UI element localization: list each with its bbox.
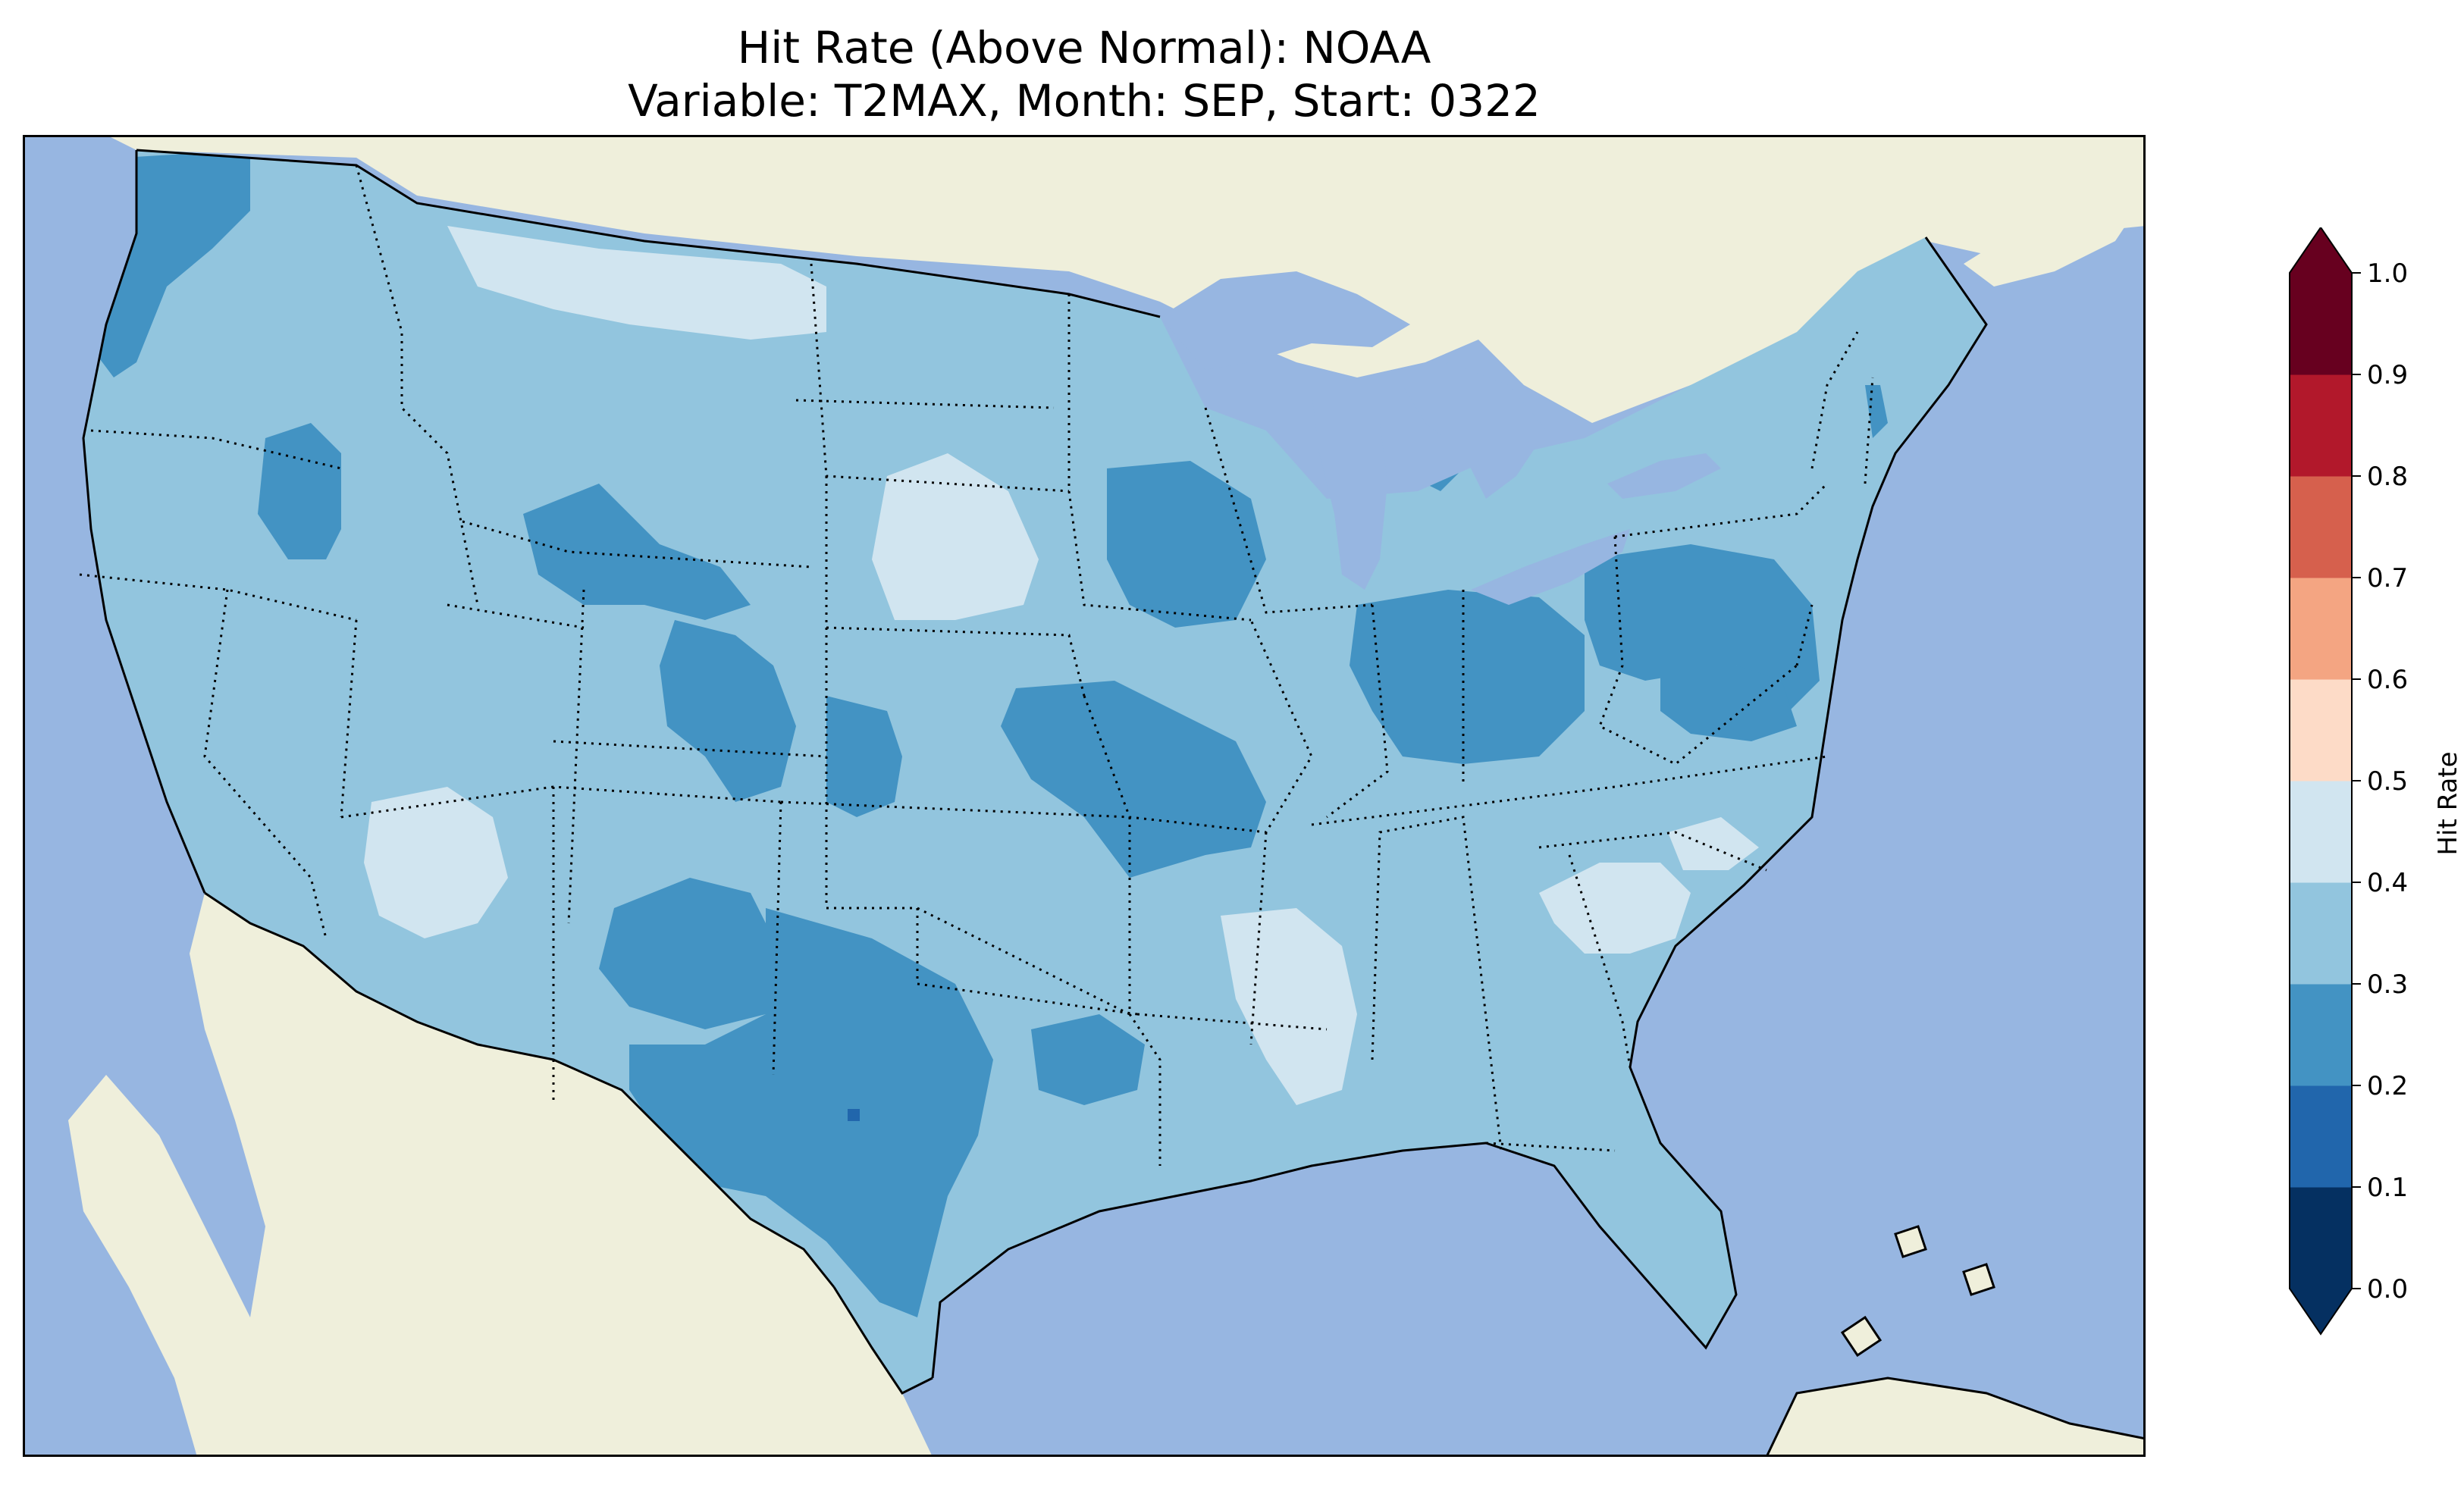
region-carolinas xyxy=(1539,817,1759,954)
colorbar-tick-label: 0.1 xyxy=(2367,1173,2408,1203)
border-ny-pa xyxy=(1614,482,1829,666)
colorbar-tick-label: 0.2 xyxy=(2367,1071,2408,1101)
region-virginia-md xyxy=(1660,666,1797,741)
border-tx-la xyxy=(917,907,1130,1016)
region-indiana-ohio xyxy=(1350,590,1585,764)
great-lakes xyxy=(1160,271,1721,605)
lake-erie xyxy=(1471,529,1630,605)
border-ms-al xyxy=(1249,816,1503,1151)
colorbar-segment xyxy=(2290,1187,2352,1289)
regions-layer xyxy=(91,150,1888,1317)
colorbar-tick-label: 0.6 xyxy=(2367,665,2408,695)
border-ks-ne xyxy=(826,626,1086,697)
colorbar-tick-label: 0.7 xyxy=(2367,563,2408,594)
border-ga-fl xyxy=(1485,854,1632,1152)
border-nd-sd xyxy=(795,263,1070,493)
border-ok xyxy=(780,800,1138,1016)
lake-ontario xyxy=(1607,453,1721,499)
border-tx-nm xyxy=(772,801,782,1076)
colorbar-tick-label: 0.8 xyxy=(2367,462,2408,492)
region-south-dakota-nebraska xyxy=(872,453,1039,620)
border-ut-east xyxy=(447,589,585,924)
region-colorado-west xyxy=(660,620,796,802)
region-northern-rockies xyxy=(447,226,826,340)
colorbar-segment xyxy=(2290,476,2352,578)
colorbar-segment xyxy=(2290,578,2352,680)
cuba-land xyxy=(1765,1377,2146,1457)
colorbar-segment xyxy=(2290,374,2352,477)
map-panel xyxy=(23,135,2146,1457)
bahamas-1 xyxy=(1840,1315,1882,1358)
colorbar-extend-bottom xyxy=(2290,1289,2352,1334)
region-texas-dark-spot xyxy=(848,1109,860,1121)
region-iowa-wisconsin xyxy=(1107,461,1266,628)
bahamas-2 xyxy=(1894,1225,1927,1258)
colorbar-tick-label: 1.0 xyxy=(2367,258,2408,289)
region-missouri-kansas xyxy=(1001,681,1266,878)
title-line-1: Hit Rate (Above Normal): NOAA xyxy=(737,22,1431,74)
lake-michigan xyxy=(1312,377,1387,590)
us-coastline xyxy=(82,150,1988,1379)
colorbar-tick-label: 0.4 xyxy=(2367,868,2408,898)
lake-huron xyxy=(1403,362,1547,499)
border-nc-sc xyxy=(1538,831,1767,872)
region-mississippi xyxy=(1221,908,1357,1105)
region-new-mexico-south xyxy=(599,878,773,1029)
nova-scotia-land xyxy=(1964,180,2146,287)
border-tn-ky xyxy=(1311,755,1828,826)
region-oklahoma-east-arkansas xyxy=(1031,1014,1145,1105)
mexico-land xyxy=(68,893,933,1457)
region-arizona-west xyxy=(364,787,508,938)
border-nv-west xyxy=(203,589,328,939)
colorbar-segment xyxy=(2290,882,2352,985)
colorbar-tick-label: 0.9 xyxy=(2367,360,2408,390)
colorbar: 0.0 0.1 0.2 0.3 0.4 0.5 0.6 0.7 0.8 0.9 1.0 Hit Ra… xyxy=(2289,227,2463,1336)
border-id-east xyxy=(355,164,479,606)
colorbar-tick-label: 0.0 xyxy=(2367,1274,2408,1305)
border-il-in xyxy=(1326,590,1465,819)
border-wy-co xyxy=(553,740,827,758)
border-new-england xyxy=(1810,331,1874,484)
colorbar-segment xyxy=(2290,273,2352,375)
colorbar-segment xyxy=(2290,984,2352,1086)
map-title: Hit Rate (Above Normal): NOAA Variable: … xyxy=(0,21,2168,127)
region-kansas-west xyxy=(826,696,902,817)
canada-land xyxy=(106,135,2146,423)
colorbar-segment xyxy=(2290,1085,2352,1188)
colorbar-extend-top xyxy=(2290,227,2352,273)
region-wyoming xyxy=(523,484,751,620)
region-idaho-west xyxy=(258,423,341,559)
border-wa-or xyxy=(90,429,342,470)
bahamas-3 xyxy=(1962,1263,1995,1296)
border-ar-la xyxy=(1128,817,1328,1166)
colorbar-tick-label: 0.5 xyxy=(2367,766,2408,797)
islands xyxy=(1840,1225,1995,1358)
colorbar-label: Hit Rate xyxy=(2433,751,2463,855)
title-line-2: Variable: T2MAX, Month: SEP, Start: 0322 xyxy=(628,75,1541,127)
lake-superior xyxy=(1160,271,1410,370)
colorbar-segment xyxy=(2290,679,2352,781)
region-texas xyxy=(629,908,993,1317)
border-az-nm xyxy=(340,785,782,1105)
colorbar-layer: 0.0 0.1 0.2 0.3 0.4 0.5 0.6 0.7 0.8 0.9 1.0 xyxy=(2289,227,2408,1336)
border-or-ca xyxy=(79,573,357,622)
map-border xyxy=(23,135,2146,1457)
border-wi-il xyxy=(1204,407,1373,614)
border-nv-east xyxy=(340,619,358,818)
colorbar-tick-label: 0.3 xyxy=(2367,969,2408,1000)
region-pennsylvania-nj xyxy=(1585,544,1820,711)
state-borders xyxy=(79,164,1874,1166)
colorbar-segment xyxy=(2290,781,2352,883)
border-mn-ia xyxy=(1067,294,1252,622)
